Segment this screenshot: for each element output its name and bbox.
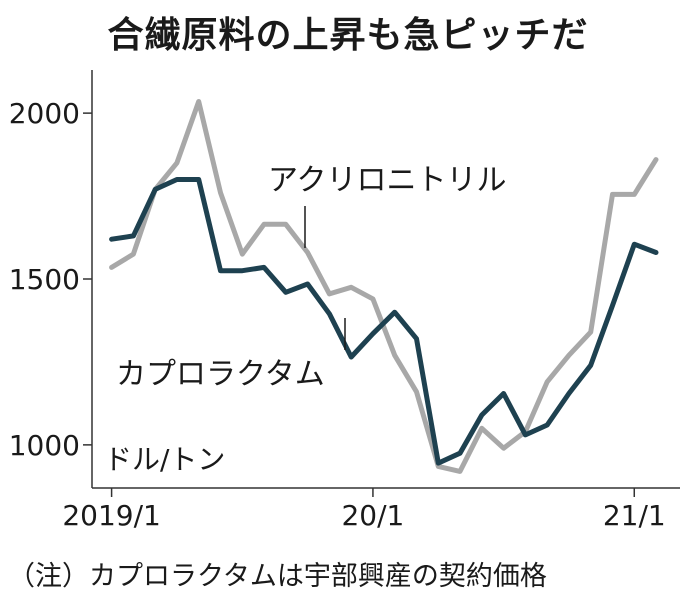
y-tick-label: 1000 xyxy=(9,429,80,462)
unit-label: ドル/トン xyxy=(104,443,225,476)
x-tick-label: 2019/1 xyxy=(62,499,161,532)
line-chart: 1000 1500 2000 2019/1 20/1 21/1 アクリロニトリル カプロ… xyxy=(9,70,680,532)
series-label-acrylonitrile: アクリロニトリル xyxy=(268,163,507,198)
y-tick-label: 1500 xyxy=(9,263,80,296)
y-tick-label: 2000 xyxy=(9,97,80,130)
series-line-caprolactam xyxy=(109,177,659,466)
x-tick-label: 20/1 xyxy=(341,499,404,532)
series-line-acrylonitrile xyxy=(109,99,659,474)
x-axis: 2019/1 20/1 21/1 xyxy=(62,487,680,532)
x-tick-label: 21/1 xyxy=(603,499,666,532)
footnote: （注）カプロラクタムは宇部興産の契約価格 xyxy=(8,561,547,592)
chart-title: 合繊原料の上昇も急ピッチだ xyxy=(107,15,589,56)
series-label-caprolactam: カプロラクタム xyxy=(116,357,325,392)
y-axis: 1000 1500 2000 xyxy=(9,70,93,488)
series-labels: アクリロニトリル カプロラクタム ドル/トン xyxy=(104,163,507,476)
series-lines xyxy=(109,99,659,474)
